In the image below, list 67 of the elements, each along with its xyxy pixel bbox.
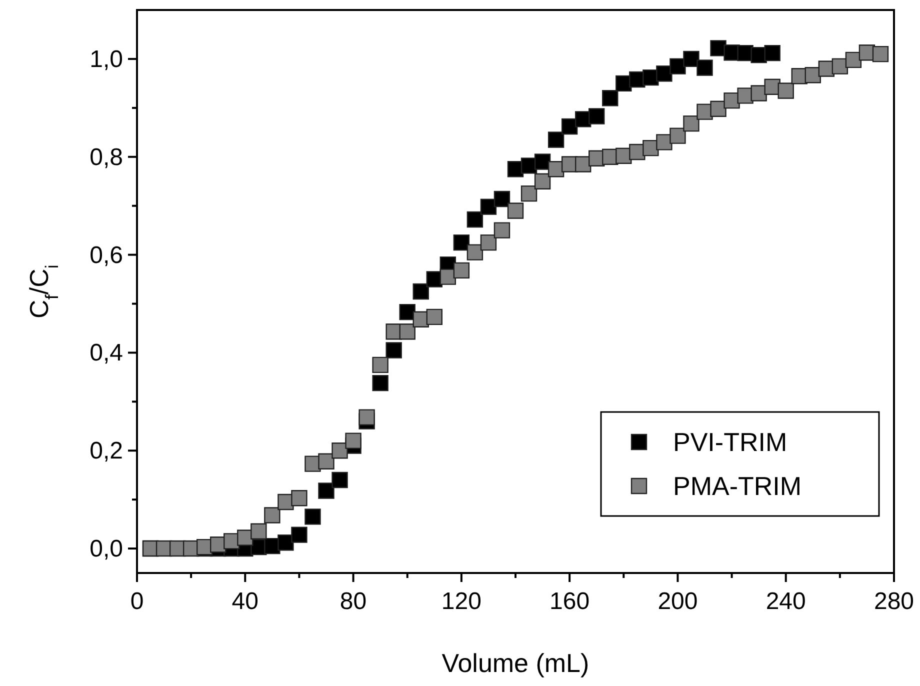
x-tick-label: 160 — [550, 588, 590, 615]
point — [466, 211, 484, 228]
point — [764, 44, 780, 62]
point — [318, 482, 334, 499]
point — [520, 185, 538, 202]
point — [237, 530, 254, 546]
point — [845, 52, 862, 68]
point — [453, 234, 470, 251]
point — [399, 324, 416, 340]
point — [440, 268, 456, 285]
point — [534, 173, 551, 190]
point — [332, 472, 348, 488]
x-tick-label: 40 — [232, 588, 258, 615]
x-axis-title: Volume (mL) — [442, 648, 590, 678]
point — [278, 534, 294, 551]
point — [696, 60, 713, 76]
point — [832, 58, 848, 74]
point — [872, 46, 889, 62]
point — [345, 432, 362, 449]
point — [399, 304, 416, 320]
point — [291, 526, 308, 543]
point — [656, 134, 672, 150]
point — [264, 507, 280, 524]
point — [291, 490, 308, 506]
point — [548, 132, 564, 148]
y-tick-label: 0,0 — [90, 536, 123, 563]
point — [412, 283, 429, 300]
point — [453, 262, 470, 279]
point — [332, 442, 348, 459]
point — [670, 58, 686, 74]
y-tick-label: 0,2 — [90, 438, 123, 465]
point — [670, 128, 686, 144]
x-tick-label: 0 — [130, 588, 144, 615]
point — [683, 50, 700, 68]
point — [494, 190, 510, 208]
x-tick-label: 280 — [874, 588, 914, 615]
point — [304, 508, 321, 525]
point — [480, 234, 497, 251]
point — [494, 222, 510, 238]
x-tick-label: 80 — [340, 588, 367, 615]
y-tick-label: 0,8 — [90, 144, 123, 171]
x-tick-label: 240 — [766, 588, 806, 615]
point — [318, 453, 334, 470]
point — [778, 82, 794, 99]
point — [710, 100, 726, 117]
legend-label: PMA-TRIM — [673, 471, 802, 501]
point — [602, 90, 618, 106]
point — [588, 108, 605, 124]
point — [372, 374, 388, 392]
point — [250, 523, 267, 540]
point — [372, 356, 388, 374]
point — [358, 409, 375, 426]
x-tick-label: 120 — [441, 588, 482, 615]
point — [426, 308, 442, 326]
point — [466, 244, 484, 260]
y-tick-label: 0,4 — [90, 340, 123, 367]
legend-label: PVI-TRIM — [673, 427, 788, 457]
point — [683, 115, 700, 132]
point — [656, 66, 672, 82]
point — [480, 198, 497, 215]
point — [534, 154, 551, 170]
point — [507, 202, 524, 219]
point — [574, 156, 592, 172]
x-tick-label: 200 — [658, 588, 698, 615]
y-tick-label: 1,0 — [90, 46, 123, 73]
point — [386, 342, 402, 358]
y-tick-label: 0,6 — [90, 242, 123, 269]
